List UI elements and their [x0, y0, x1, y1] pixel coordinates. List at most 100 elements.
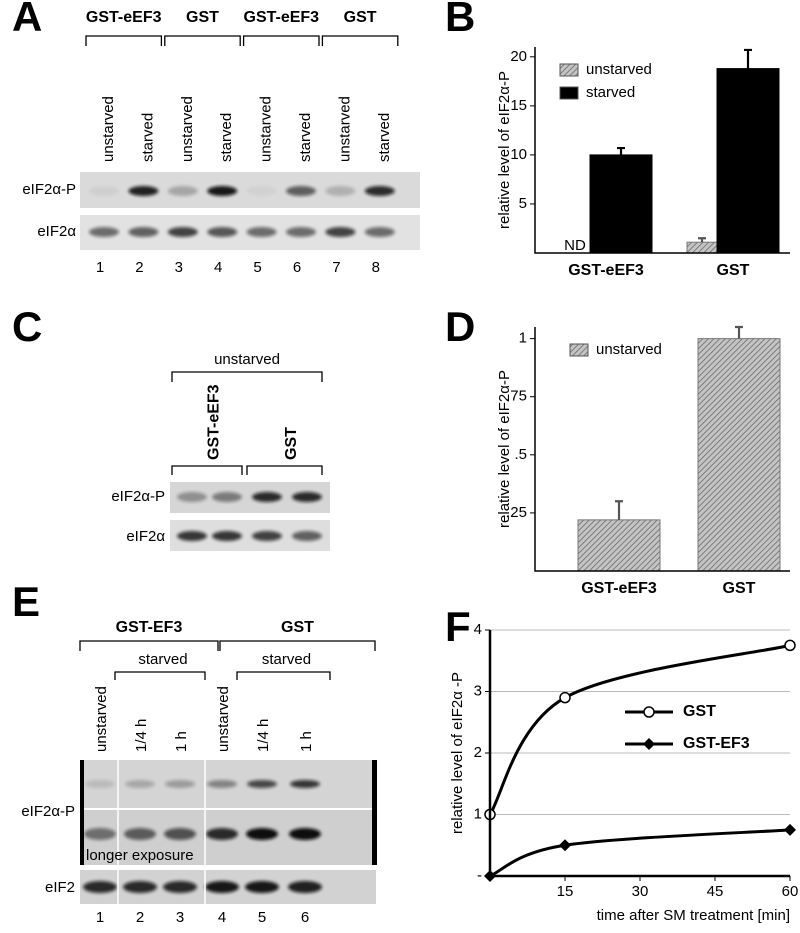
blot-band — [325, 186, 356, 196]
row-label: eIF2α — [37, 223, 76, 240]
blot-band — [89, 227, 119, 237]
point — [784, 639, 796, 652]
panel-letter: C — [12, 303, 42, 350]
blot-band — [288, 881, 322, 893]
blot-band — [207, 227, 238, 237]
lane-label: unstarved — [258, 96, 275, 162]
lane-number: 5 — [258, 909, 266, 926]
blot-band — [364, 227, 395, 237]
subgroup-label: starved — [138, 651, 187, 668]
group-label: GST — [283, 427, 300, 460]
legend-swatch — [559, 63, 579, 77]
lane-number: 3 — [176, 909, 184, 926]
y-tick-label: - — [477, 867, 482, 884]
lane-number: 1 — [96, 909, 104, 926]
legend-label: unstarved — [596, 341, 662, 358]
group-label: GST-eEF3 — [86, 9, 162, 26]
axes — [488, 630, 790, 878]
row-label: eIF2α-P — [111, 488, 165, 505]
y-tick-label: 10 — [510, 146, 527, 163]
group-label: GST-eEF3 — [206, 384, 223, 460]
row-label: eIF2α — [126, 528, 165, 545]
lane-label: 1/4 h — [255, 719, 272, 752]
group-label: GST — [281, 619, 314, 636]
blot-band — [206, 828, 238, 840]
error-bar — [615, 500, 623, 520]
bracket — [164, 35, 241, 46]
lane-number: 4 — [214, 259, 222, 276]
y-axis-label: relative level of eIF2α-P — [496, 370, 513, 528]
bar — [697, 338, 781, 572]
blot-title: unstarved — [214, 351, 280, 368]
row-label: eIF2α-P — [21, 803, 75, 820]
blot-band — [205, 881, 239, 893]
lane-number: 2 — [136, 909, 144, 926]
group-label: GST — [186, 9, 219, 26]
y-tick-label: .5 — [514, 446, 527, 463]
axes — [534, 47, 790, 254]
blot-band — [252, 492, 282, 502]
error-bar — [735, 325, 743, 339]
blot-band — [164, 828, 196, 840]
blot-band — [292, 531, 322, 541]
x-tick-label: 45 — [707, 883, 724, 900]
y-tick-label: 20 — [510, 48, 527, 65]
lane-label: unstarved — [215, 686, 232, 752]
y-tick-label: 15 — [510, 97, 527, 114]
panel-letter: B — [445, 0, 475, 40]
panel-letter: E — [12, 578, 40, 625]
row-label: eIF2 — [45, 879, 75, 896]
y-tick-label: 1 — [519, 330, 527, 347]
blot-band — [212, 531, 242, 541]
blot-band — [89, 186, 119, 196]
x-tick-label: 60 — [782, 883, 799, 900]
lane-label: unstarved — [179, 96, 196, 162]
bar — [716, 68, 780, 254]
legend-label: starved — [586, 84, 635, 101]
blot-band — [85, 780, 115, 788]
panel-letter: A — [12, 0, 42, 40]
blot-band — [252, 531, 282, 541]
point — [559, 839, 571, 852]
y-tick-label: 4 — [474, 621, 482, 638]
blot-band — [84, 828, 116, 840]
bar — [577, 519, 661, 572]
blot-band — [246, 186, 277, 196]
group-label: GST — [344, 9, 377, 26]
blot-band — [124, 828, 156, 840]
blot-band — [246, 828, 278, 840]
x-tick-label: 15 — [557, 883, 574, 900]
bracket — [171, 465, 243, 475]
group-label: GST-eEF3 — [244, 9, 320, 26]
blot-band — [177, 492, 207, 502]
legend-swatch — [559, 86, 579, 100]
lane-number: 3 — [175, 259, 183, 276]
blot-band — [123, 881, 157, 893]
y-axis-label: relative level of eIF2α-P — [496, 71, 513, 229]
x-tick-label: 30 — [632, 883, 649, 900]
legend-marker — [643, 706, 655, 718]
lane-number: 1 — [96, 259, 104, 276]
bracket — [321, 35, 399, 46]
bracket — [219, 640, 376, 651]
line — [489, 828, 791, 878]
blot-band — [163, 881, 197, 893]
blot-band — [167, 186, 198, 196]
bar — [686, 241, 718, 254]
legend-swatch — [569, 343, 589, 357]
lane-label: unstarved — [336, 96, 353, 162]
lane-label: starved — [376, 113, 393, 162]
legend-label: GST-EF3 — [683, 735, 750, 752]
y-tick-label: 3 — [474, 682, 482, 699]
panel-letter: F — [445, 603, 471, 650]
lane-label: 1 h — [298, 731, 315, 752]
blot-note: longer exposure — [86, 847, 194, 864]
line — [488, 643, 791, 816]
blot-band — [246, 227, 277, 237]
y-tick-label: 2 — [474, 744, 482, 761]
annotation: ND — [564, 237, 586, 254]
point — [559, 691, 571, 704]
lane-number: 5 — [253, 259, 261, 276]
row-label: eIF2α-P — [22, 181, 76, 198]
bracket — [242, 35, 320, 46]
